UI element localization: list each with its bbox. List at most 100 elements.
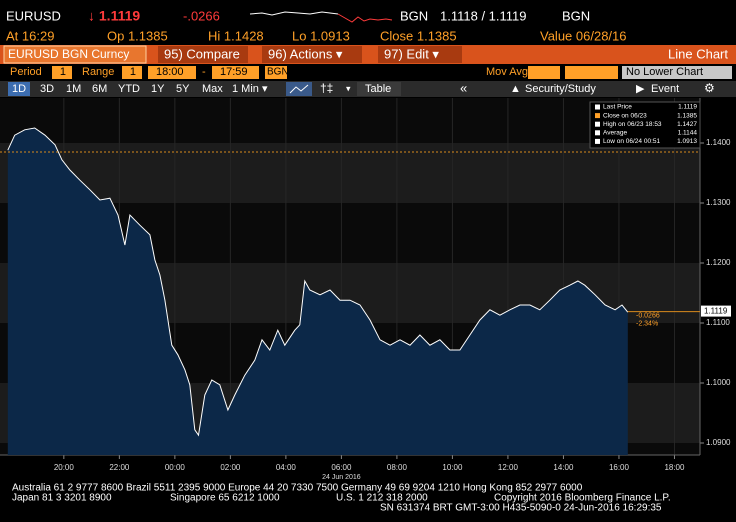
- legend-swatch: [595, 138, 600, 144]
- x-tick-label: 08:00: [387, 463, 408, 472]
- legend-name: High on 06/23 18:53: [603, 121, 662, 128]
- last-price: ↓ 1.1119: [88, 8, 140, 24]
- x-tick-label: 04:00: [276, 463, 297, 472]
- value-date: Value 06/28/16: [540, 28, 627, 43]
- interval[interactable]: 1 Min ▾: [232, 83, 268, 95]
- ask-source: BGN: [562, 8, 590, 23]
- legend-swatch: [595, 130, 600, 136]
- x-tick-label: 10:00: [442, 463, 463, 472]
- mov-avg-type-box[interactable]: [565, 66, 618, 79]
- annotation: -2.34%: [636, 320, 658, 327]
- range-button-active[interactable]: [8, 82, 30, 96]
- range-button[interactable]: 1M: [66, 83, 81, 95]
- back[interactable]: «: [460, 80, 467, 95]
- period[interactable]: 1: [60, 66, 66, 78]
- x-tick-label: 16:00: [609, 463, 630, 472]
- table[interactable]: Table: [365, 83, 391, 95]
- last-price-label: 1.1119: [704, 307, 728, 316]
- legend-name: Close on 06/23: [603, 112, 647, 119]
- plot-band: [0, 143, 700, 203]
- study[interactable]: Security/Study: [525, 83, 596, 95]
- sparkline-down: [337, 13, 393, 23]
- range-button[interactable]: YTD: [118, 83, 140, 95]
- low: Lo 1.0913: [292, 28, 350, 43]
- event[interactable]: Event: [651, 83, 679, 95]
- chart-kind: Line Chart: [668, 46, 728, 61]
- line-tool-icon: [289, 84, 309, 94]
- quote-time: At 16:29: [6, 28, 54, 43]
- legend-swatch: [595, 113, 600, 119]
- security-box[interactable]: [3, 45, 147, 64]
- crosshair-tool[interactable]: †‡: [320, 81, 333, 95]
- edit[interactable]: 97) Edit ▾: [384, 46, 439, 61]
- range-button[interactable]: Max: [202, 83, 223, 95]
- y-tick-label: 1.1000: [706, 378, 731, 387]
- legend-value: 1.1427: [677, 121, 697, 128]
- y-tick-label: 1.1400: [706, 138, 731, 147]
- table-button[interactable]: [357, 82, 401, 96]
- range-button[interactable]: 6M: [92, 83, 107, 95]
- legend-value: 1.1119: [678, 104, 697, 111]
- end-box[interactable]: [212, 66, 259, 79]
- y-tick-label: 1.1100: [706, 318, 730, 327]
- lower-chart-box[interactable]: [622, 66, 732, 79]
- range-button[interactable]: 1D: [12, 83, 26, 95]
- open: Op 1.1385: [107, 28, 168, 43]
- last-price-box: [701, 305, 731, 317]
- range-button[interactable]: 1Y: [151, 83, 165, 95]
- lower-chart[interactable]: No Lower Chart: [626, 66, 703, 78]
- legend-swatch: [595, 121, 600, 127]
- mov-avg-label: Mov Avg: [486, 66, 528, 78]
- sparkline: [249, 11, 339, 16]
- source[interactable]: BGN: [267, 67, 289, 78]
- bid-source: BGN: [400, 8, 428, 23]
- close: Close 1.1385: [380, 28, 457, 43]
- settings-gear[interactable]: ⚙: [704, 81, 715, 95]
- bid-ask: 1.1118 / 1.1119: [440, 8, 527, 23]
- legend-value: 1.1385: [677, 112, 697, 119]
- tool-menu[interactable]: ▾: [346, 83, 351, 93]
- range[interactable]: 1: [130, 66, 136, 78]
- legend-value: 1.1144: [678, 130, 698, 137]
- y-tick-label: 1.0900: [706, 438, 731, 447]
- change: -.0266: [183, 8, 220, 23]
- study-icon: ▲: [510, 83, 521, 95]
- x-tick-label: 12:00: [498, 463, 519, 472]
- dash: -: [202, 66, 206, 78]
- footer-japan: Japan 81 3 3201 8900: [12, 493, 112, 504]
- x-tick-label: 20:00: [54, 463, 75, 472]
- source-box[interactable]: [265, 66, 287, 79]
- legend-name: Low on 06/24 00:51: [603, 138, 660, 145]
- security[interactable]: EURUSD BGN Curncy: [8, 47, 129, 61]
- actions-button[interactable]: [262, 46, 362, 63]
- start[interactable]: 18:00: [156, 66, 184, 78]
- end[interactable]: 17:59: [220, 66, 248, 78]
- y-tick-label: 1.1200: [706, 258, 731, 267]
- compare[interactable]: 95) Compare: [164, 46, 240, 61]
- range-label: Range: [82, 66, 114, 78]
- period-box[interactable]: [52, 66, 72, 79]
- x-tick-label: 22:00: [109, 463, 130, 472]
- footer-singapore: Singapore 65 6212 1000: [170, 493, 280, 504]
- y-tick-label: 1.1300: [706, 198, 731, 207]
- start-box[interactable]: [148, 66, 196, 79]
- legend-name: Last Price: [603, 104, 632, 111]
- footer-us: U.S. 1 212 318 2000: [336, 493, 428, 504]
- compare-button[interactable]: [158, 46, 248, 63]
- x-tick-label: 14:00: [553, 463, 574, 472]
- area-fill: [7, 128, 628, 455]
- legend-name: Average: [603, 130, 627, 137]
- edit-button[interactable]: [378, 46, 462, 63]
- chart: 20:00 22:00 00:00 02:00 04:00 06:00 08:00 10:00…: [0, 98, 731, 481]
- range-box[interactable]: [122, 66, 142, 79]
- range-button[interactable]: 5Y: [176, 83, 190, 95]
- x-date-label: 24 Jun 2016: [322, 474, 361, 481]
- legend-box: [589, 101, 701, 149]
- range-button[interactable]: 3D: [40, 83, 54, 95]
- annotation: -0.0266: [636, 312, 660, 319]
- period-label: Period: [10, 66, 42, 78]
- mov-avg-box[interactable]: [528, 66, 560, 79]
- actions[interactable]: 96) Actions ▾: [268, 46, 343, 61]
